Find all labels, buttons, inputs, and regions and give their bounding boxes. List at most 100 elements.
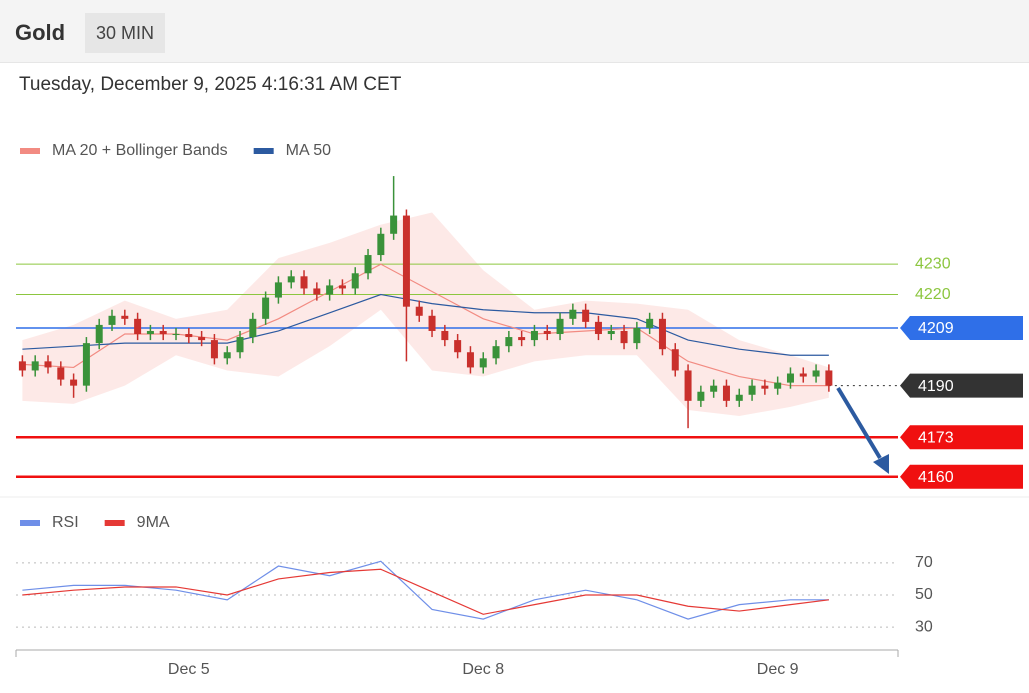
candle-body (646, 318, 654, 328)
candle-body (134, 318, 142, 335)
candle-body (722, 385, 730, 401)
candle-body (479, 358, 487, 368)
candle-body (415, 306, 423, 316)
x-tick-label: Dec 8 (462, 661, 504, 678)
price-tag-label: 4173 (918, 430, 954, 447)
candle-body (18, 361, 26, 371)
candle-body (466, 352, 474, 368)
candle-body (210, 340, 218, 359)
legend-swatch (104, 520, 125, 526)
candle-body (428, 315, 436, 331)
y-tick-label: 70 (915, 554, 933, 571)
candle-body (748, 385, 756, 395)
candle-body (569, 309, 577, 319)
candle-body (262, 297, 270, 319)
candle-body (518, 337, 526, 341)
candle-body (543, 330, 551, 335)
candle-body (620, 330, 628, 344)
level-label: 4220 (915, 286, 951, 303)
candle-body (108, 315, 116, 325)
candle-body (223, 352, 231, 359)
candle-body (95, 324, 103, 344)
candle-body (390, 215, 398, 234)
moving-average (22, 263, 829, 387)
candle-body (274, 282, 282, 298)
candle-body (671, 349, 679, 371)
candle-body (812, 370, 820, 377)
price-tag (900, 425, 1023, 450)
legend-swatch (20, 148, 40, 154)
bollinger-band (22, 212, 829, 417)
candle-body (761, 385, 769, 389)
legend-label: 9MA (137, 514, 170, 531)
level-label: 4230 (915, 255, 951, 272)
candle-body (236, 337, 244, 353)
indicator-line (22, 560, 829, 620)
candle-body (402, 215, 410, 307)
candle-body (82, 343, 90, 386)
legend-swatch (20, 520, 40, 526)
candle-body (287, 276, 295, 283)
candle-body (326, 285, 334, 295)
x-tick-label: Dec 5 (168, 661, 210, 678)
candle-body (454, 340, 462, 353)
indicator-line (22, 568, 829, 615)
candle-body (146, 330, 154, 335)
candle-body (825, 370, 833, 386)
candle-body (799, 373, 807, 377)
candle-body (710, 385, 718, 392)
candle-body (492, 346, 500, 359)
plot: 4230 4220 4209 4190 4173 4160 MA 20 + Bollinge… (16, 142, 1023, 678)
legend-label: MA 20 + Bollinger Bands (52, 142, 228, 159)
candle-body (774, 382, 782, 389)
timestamp: Tuesday, December 9, 2025 4:16:31 AM CET (19, 74, 402, 95)
candle-body (607, 330, 615, 335)
legend-swatch (253, 148, 274, 154)
price-tag (900, 464, 1023, 489)
candle-body (530, 330, 538, 341)
legend-label: MA 50 (286, 142, 331, 159)
y-tick-label: 30 (915, 618, 933, 635)
price-tag (900, 373, 1023, 398)
candle-body (198, 337, 206, 341)
candle-body (159, 330, 167, 335)
candle-body (556, 318, 564, 335)
moving-average (22, 293, 829, 356)
candle-body (735, 394, 743, 401)
price-tag-label: 4209 (918, 320, 954, 337)
candle-body (313, 288, 321, 295)
header-bar: Gold 30 MIN (0, 0, 1029, 63)
candle-body (300, 276, 308, 289)
candle-body (351, 273, 359, 289)
candle-body (31, 361, 39, 371)
price-tag (900, 315, 1023, 340)
candle-body (582, 309, 590, 322)
candle-body (364, 255, 372, 274)
candle-body (57, 367, 65, 380)
candle-body (185, 334, 193, 338)
price-tag-label: 4160 (918, 469, 954, 486)
price-tag-label: 4190 (918, 378, 954, 395)
candle-body (70, 379, 78, 386)
candle-body (786, 373, 794, 383)
candle-body (172, 334, 180, 336)
candle-body (249, 318, 257, 338)
candle-body (377, 233, 385, 256)
candle-body (441, 330, 449, 341)
forecast-arrow (836, 386, 889, 474)
candle-body (684, 370, 692, 401)
candle-body (338, 285, 346, 289)
candle-body (505, 337, 513, 347)
candle-body (44, 361, 52, 368)
symbol: Gold (15, 20, 66, 45)
x-tick-label: Dec 9 (757, 661, 799, 678)
y-tick-label: 50 (915, 586, 933, 603)
candle-body (594, 321, 602, 335)
candle-body (121, 315, 129, 319)
candle-body (697, 391, 705, 401)
legend-label: RSI (52, 514, 79, 531)
interval-button[interactable]: 30 MIN (85, 13, 166, 53)
candle-body (633, 327, 641, 344)
